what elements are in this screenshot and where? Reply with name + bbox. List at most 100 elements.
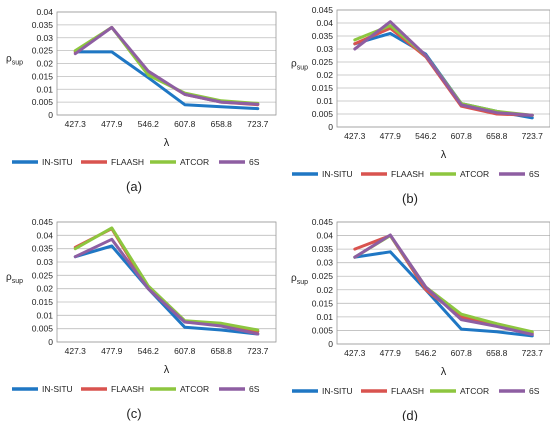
legend-entry: FLAASH	[391, 169, 424, 179]
y-tick-label: 0.015	[312, 83, 334, 93]
series-line-6s	[73, 237, 260, 336]
x-tick-label: 658.8	[486, 131, 508, 141]
chart-panel: 0 0.005 0.01 0.015 0.02 0.025 0.03 0.035 0.04 0.0…	[291, 5, 550, 206]
y-axis-label-main: ρ	[291, 273, 297, 284]
x-tick-label: 546.2	[138, 346, 160, 356]
x-axis-label: λ	[164, 364, 170, 376]
y-tick-label: 0.035	[32, 244, 54, 254]
series-line-in-situ	[353, 250, 534, 338]
y-tick-label: 0.02	[36, 284, 53, 294]
series-line-flaash	[353, 234, 534, 335]
y-tick-label: 0.03	[316, 258, 333, 268]
y-axis-label-sub: sup	[12, 60, 23, 67]
x-tick-label: 477.9	[380, 348, 402, 358]
y-tick-label: 0	[48, 110, 53, 120]
plot-area	[336, 221, 550, 345]
y-tick-label: 0.01	[36, 84, 53, 94]
x-axis-label: λ	[164, 137, 170, 149]
y-tick-label: 0.02	[316, 285, 333, 295]
chart-panel: 0 0.005 0.01 0.015 0.02 0.025 0.03 0.035 0.04 0.0…	[291, 217, 550, 421]
panel-caption: (a)	[126, 179, 142, 194]
x-tick-label: 477.9	[380, 131, 402, 141]
y-tick-label: 0.025	[312, 57, 334, 67]
y-axis-label: ρsup	[291, 273, 308, 286]
y-tick-label: 0	[328, 339, 333, 349]
y-tick-label: 0.035	[312, 31, 334, 41]
y-tick-label: 0.005	[312, 109, 334, 119]
plot-area	[336, 9, 550, 128]
plot-area	[56, 11, 277, 116]
y-axis-label: ρsup	[6, 272, 23, 285]
series-line-in-situ	[73, 244, 260, 336]
y-tick-label: 0.025	[32, 46, 54, 56]
y-tick-label: 0.04	[36, 7, 53, 17]
series-line-atcor	[353, 24, 534, 117]
y-axis-label: ρsup	[291, 59, 308, 72]
y-tick-label: 0.04	[36, 230, 53, 240]
y-tick-label: 0.04	[316, 18, 333, 28]
panel-caption: (d)	[402, 408, 418, 421]
y-tick-label: 0.03	[316, 44, 333, 54]
legend-entry: 6S	[529, 386, 540, 396]
y-tick-label: 0.01	[36, 310, 53, 320]
legend-entry: IN-SITU	[322, 386, 353, 396]
y-tick-label: 0.03	[36, 257, 53, 267]
x-tick-label: 723.7	[522, 131, 544, 141]
legend-entry: IN-SITU	[42, 384, 73, 394]
x-tick-label: 658.8	[211, 346, 233, 356]
y-axis-label-main: ρ	[291, 59, 297, 70]
x-tick-label: 427.3	[344, 348, 366, 358]
x-tick-label: 546.2	[415, 348, 437, 358]
x-tick-label: 546.2	[415, 131, 437, 141]
series-line-flaash	[353, 26, 534, 117]
y-tick-label: 0.025	[32, 270, 54, 280]
x-tick-label: 477.9	[101, 346, 123, 356]
series-line-atcor	[353, 234, 534, 334]
y-tick-label: 0.035	[32, 20, 54, 30]
x-tick-label: 427.3	[65, 346, 87, 356]
y-axis-label-sub: sup	[297, 65, 308, 72]
legend-entry: ATCOR	[180, 157, 209, 167]
series-line-in-situ	[353, 31, 534, 120]
y-axis-label-sub: sup	[12, 278, 23, 285]
y-tick-label: 0.01	[316, 312, 333, 322]
y-tick-label: 0.02	[36, 59, 53, 69]
series-line-6s	[353, 233, 534, 336]
x-tick-label: 607.8	[451, 348, 473, 358]
y-tick-label: 0.03	[36, 33, 53, 43]
y-tick-label: 0.005	[32, 97, 54, 107]
y-axis-label-main: ρ	[6, 272, 12, 283]
legend-entry: ATCOR	[180, 384, 209, 394]
panel-caption: (b)	[402, 191, 418, 206]
y-tick-label: 0.02	[316, 70, 333, 80]
y-tick-label: 0.045	[32, 217, 54, 227]
x-axis-label: λ	[441, 149, 447, 161]
y-tick-label: 0	[328, 122, 333, 132]
x-tick-label: 427.3	[65, 119, 87, 129]
y-tick-label: 0.04	[316, 231, 333, 241]
legend-entry: ATCOR	[460, 169, 489, 179]
x-tick-label: 607.8	[451, 131, 473, 141]
x-tick-label: 427.3	[344, 131, 366, 141]
y-tick-label: 0.015	[312, 298, 334, 308]
x-tick-label: 658.8	[211, 119, 233, 129]
y-tick-label: 0.045	[312, 217, 334, 227]
x-tick-label: 546.2	[138, 119, 160, 129]
legend-entry: 6S	[249, 384, 260, 394]
x-tick-label: 607.8	[174, 119, 196, 129]
y-axis-label-main: ρ	[6, 54, 12, 65]
y-axis-label-sub: sup	[297, 279, 308, 286]
y-tick-label: 0.005	[32, 324, 54, 334]
y-tick-label: 0.045	[312, 5, 334, 15]
y-tick-label: 0.035	[312, 244, 334, 254]
x-tick-label: 723.7	[247, 346, 269, 356]
legend-entry: FLAASH	[111, 384, 144, 394]
legend-entry: 6S	[249, 157, 260, 167]
chart-panel: 0 0.005 0.01 0.015 0.02 0.025 0.03 0.035 0.04 0.0…	[6, 217, 277, 421]
x-tick-label: 477.9	[101, 119, 123, 129]
legend-entry: IN-SITU	[322, 169, 353, 179]
legend-entry: IN-SITU	[42, 157, 73, 167]
y-axis-label: ρsup	[6, 54, 23, 67]
y-tick-label: 0.015	[32, 71, 54, 81]
